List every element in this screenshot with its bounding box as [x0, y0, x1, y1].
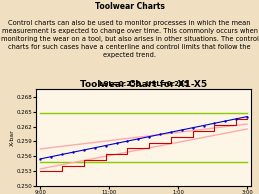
Point [234, 117, 238, 120]
Point [158, 133, 162, 136]
Point [212, 122, 217, 125]
Point [223, 120, 227, 123]
Y-axis label: X-bar: X-bar [10, 129, 15, 146]
Point [136, 137, 140, 140]
Text: Toolwear Charts: Toolwear Charts [95, 2, 164, 11]
Point [114, 142, 119, 145]
Title: Toolwear Chart for X1-X5: Toolwear Chart for X1-X5 [80, 80, 207, 89]
Point [49, 155, 53, 158]
Point [169, 131, 173, 134]
Point [38, 157, 42, 160]
Point [82, 148, 86, 152]
Point [245, 115, 249, 118]
Point [93, 146, 97, 149]
Point [71, 151, 75, 154]
Point [104, 144, 108, 147]
Point [147, 135, 151, 138]
Point [202, 124, 206, 127]
Point [180, 128, 184, 132]
Point [125, 139, 130, 143]
Text: LSL=0.255, USL=0.265: LSL=0.255, USL=0.265 [99, 81, 189, 87]
Point [60, 153, 64, 156]
Text: Control charts can also be used to monitor processes in which the mean
measureme: Control charts can also be used to monit… [1, 20, 258, 58]
Point [191, 126, 195, 129]
